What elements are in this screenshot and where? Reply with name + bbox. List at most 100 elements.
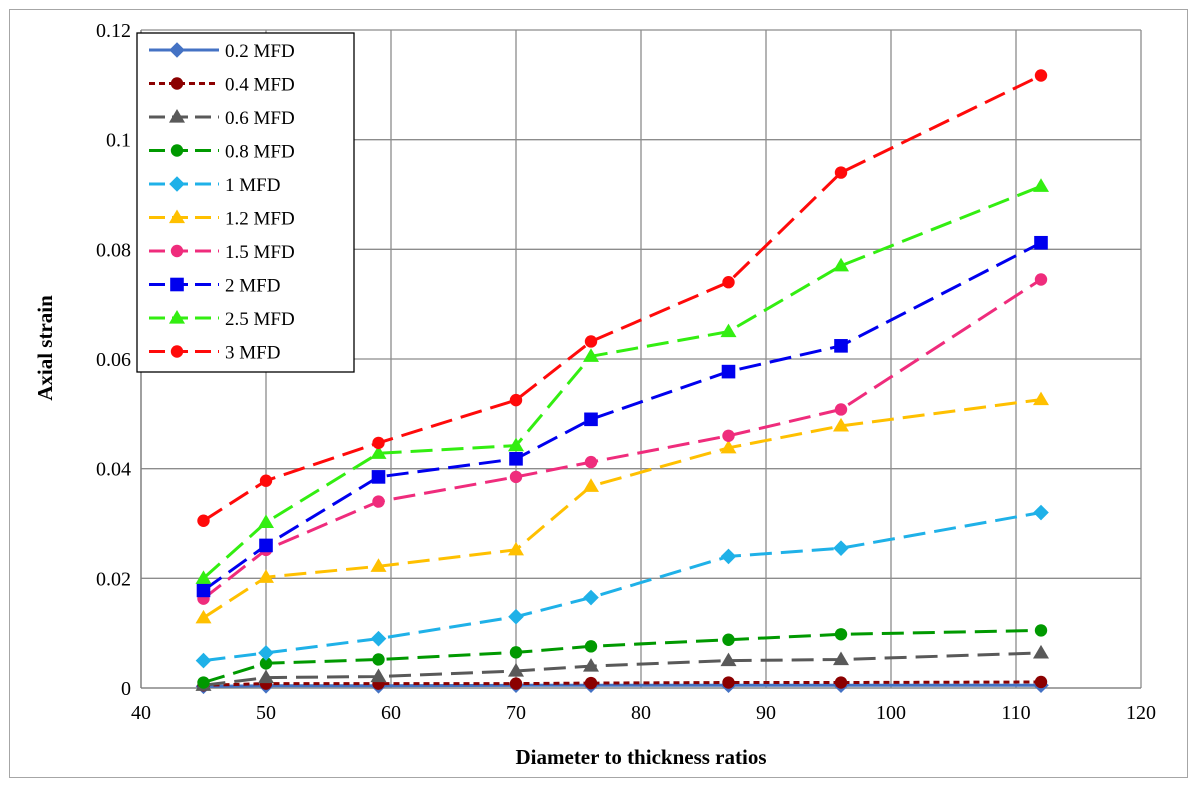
legend-marker — [169, 109, 185, 123]
legend-label: 0.6 MFD — [225, 108, 295, 129]
data-point — [722, 429, 735, 442]
data-point — [834, 403, 848, 416]
data-point — [258, 569, 274, 583]
data-point — [584, 412, 598, 427]
data-point — [370, 558, 387, 572]
data-point — [720, 652, 737, 667]
data-point — [508, 608, 524, 625]
data-point — [509, 470, 523, 484]
legend-entry: 3 MFD — [149, 343, 280, 364]
data-point — [370, 445, 387, 459]
data-point — [258, 514, 274, 529]
x-tick-label: 100 — [876, 702, 906, 724]
data-point — [508, 437, 524, 452]
data-point — [508, 663, 524, 677]
y-axis-title: Axial strain — [33, 295, 57, 401]
y-tick-label: 0.1 — [106, 130, 131, 152]
y-tick-label: 0.12 — [96, 20, 131, 42]
data-point — [259, 538, 273, 553]
data-point — [372, 653, 385, 666]
data-point — [834, 166, 848, 179]
series-0.8-mfd — [197, 624, 1048, 689]
data-point — [259, 474, 273, 487]
legend-marker — [170, 144, 184, 157]
legend-marker — [170, 244, 184, 258]
data-point — [720, 323, 737, 338]
legend-label: 0.4 MFD — [225, 75, 295, 96]
data-point — [722, 676, 735, 689]
series-line — [203, 511, 1042, 663]
legend-label: 3 MFD — [225, 343, 280, 364]
x-tick-label: 60 — [381, 702, 401, 724]
data-point — [584, 455, 598, 469]
y-tick-label: 0.04 — [96, 459, 131, 481]
data-point — [258, 669, 274, 684]
x-tick-label: 40 — [131, 702, 151, 724]
series-line — [202, 241, 1042, 592]
y-tick-label: 0.06 — [96, 349, 131, 371]
data-point — [834, 676, 848, 689]
data-point — [196, 583, 211, 598]
data-point — [1033, 644, 1049, 659]
series-line — [202, 184, 1042, 580]
data-point — [372, 436, 385, 450]
data-point — [259, 657, 273, 670]
data-point — [1034, 235, 1048, 250]
data-point — [195, 570, 212, 584]
data-point — [583, 658, 599, 672]
data-point — [833, 651, 849, 666]
x-tick-label: 110 — [1001, 702, 1030, 724]
data-point — [834, 339, 848, 353]
legend-entry: 0.8 MFD — [149, 142, 295, 163]
legend: 0.2 MFD 0.4 MFD 0.6 MFD 0.8 MFD 1 MFD 1.2 MFD… — [136, 32, 355, 373]
axes: 40 50 60 70 80 90 100 110 12000.020.040.060.080.… — [96, 20, 1156, 724]
x-tick-label: 70 — [506, 702, 526, 724]
series-line — [202, 74, 1042, 523]
legend-entry: 1.2 MFD — [149, 209, 295, 230]
data-point — [720, 439, 737, 454]
data-point — [584, 640, 598, 653]
series-line — [202, 278, 1042, 600]
data-point — [197, 514, 210, 527]
legend-label: 1 MFD — [225, 175, 280, 196]
data-point — [584, 676, 598, 690]
legend-label: 2.5 MFD — [225, 309, 295, 330]
legend-marker — [170, 77, 184, 90]
data-point — [1034, 273, 1048, 286]
series-line — [203, 651, 1042, 687]
y-tick-label: 0.08 — [96, 239, 131, 261]
data-point — [372, 495, 385, 508]
data-point — [509, 646, 523, 659]
legend-entry: 0.2 MFD — [149, 41, 295, 62]
data-point — [721, 364, 736, 379]
data-point — [371, 470, 386, 484]
data-point — [722, 276, 735, 289]
series-2-mfd — [196, 235, 1048, 598]
data-point — [508, 541, 524, 556]
data-point — [833, 540, 849, 556]
data-point — [583, 478, 599, 492]
data-point — [583, 589, 599, 606]
y-tick-label: 0.02 — [96, 568, 131, 590]
data-point — [197, 676, 210, 689]
data-point — [509, 451, 523, 466]
data-point — [370, 630, 387, 647]
data-point — [1034, 624, 1048, 637]
legend-marker — [169, 310, 185, 324]
data-point — [1033, 504, 1049, 521]
legend-label: 0.2 MFD — [225, 41, 295, 62]
series-2.5-mfd — [195, 178, 1049, 584]
data-point — [370, 668, 387, 683]
legend-label: 1.2 MFD — [225, 209, 295, 230]
legend-box — [136, 32, 355, 373]
data-point — [584, 335, 598, 348]
data-point — [258, 645, 274, 661]
legend-marker — [169, 209, 185, 224]
legend-entry: 2 MFD — [149, 276, 280, 297]
data-point — [1033, 178, 1049, 192]
series-line — [202, 398, 1042, 620]
x-tick-label: 120 — [1126, 702, 1156, 724]
series-3-mfd — [197, 69, 1048, 527]
